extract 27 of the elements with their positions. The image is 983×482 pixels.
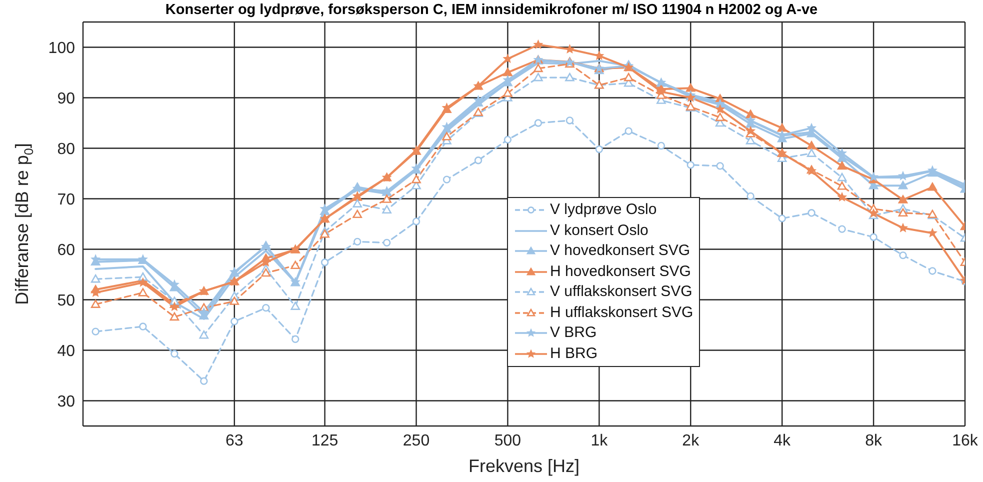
- y-tick-label: 100: [48, 40, 76, 57]
- y-tick-label: 60: [57, 242, 76, 259]
- legend-label: H hovedkonsert SVG: [550, 262, 691, 282]
- x-tick-label: 16k: [952, 432, 979, 450]
- x-axis-title: Frekvens [Hz]: [468, 456, 580, 476]
- x-tick-label: 500: [494, 432, 522, 450]
- y-tick-label: 40: [57, 342, 76, 360]
- legend-label: H ufflakskonsert SVG: [550, 302, 694, 322]
- legend-label: V hovedkonsert SVG: [550, 241, 690, 261]
- x-tick-label: 2k: [682, 432, 700, 450]
- legend-label: V BRG: [550, 323, 597, 343]
- y-tick-label: 50: [57, 292, 76, 310]
- legend-label: H BRG: [550, 344, 598, 364]
- y-tick-label: 80: [57, 140, 76, 158]
- x-tick-label: 1k: [590, 432, 609, 450]
- x-tick-label: 8k: [865, 432, 883, 450]
- legend-label: V ufflakskonsert SVG: [550, 282, 692, 302]
- chart-title: Konserter og lydprøve, forsøksperson C, IEM innsidemikrofoner m/ ISO 11904 n H2002 og A-ve: [164, 1, 819, 20]
- y-tick-label: 90: [57, 90, 76, 108]
- x-tick-label: 250: [402, 432, 430, 450]
- x-tick-label: 125: [311, 432, 338, 450]
- legend-label: V konsert Oslo: [550, 220, 648, 240]
- y-tick-label: 30: [57, 393, 76, 410]
- y-tick-label: 70: [57, 191, 76, 208]
- legend-label: V lydprøve Oslo: [550, 200, 657, 220]
- x-tick-label: 63: [225, 432, 244, 450]
- x-tick-label: 4k: [774, 432, 792, 450]
